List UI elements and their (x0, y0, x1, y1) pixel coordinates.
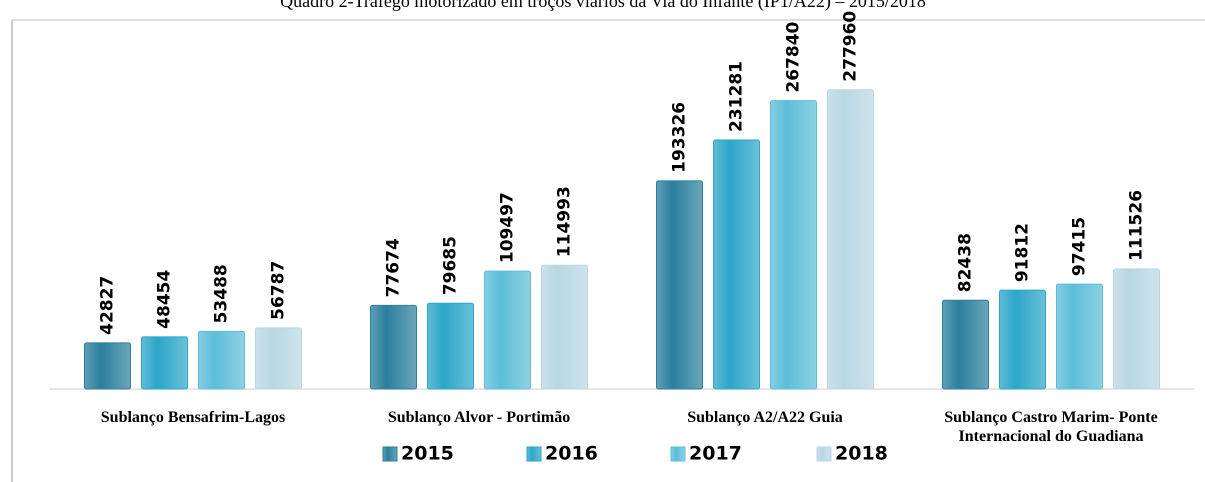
legend-label: 2016 (545, 443, 598, 465)
value-label: 109497 (498, 192, 518, 263)
bar (942, 299, 989, 390)
value-label: 42827 (98, 276, 118, 335)
value-label: 114993 (555, 186, 575, 257)
value-label: 231281 (727, 61, 747, 132)
value-label: 53488 (212, 264, 232, 323)
x-tick-label: Sublanço Alvor - Portimão (387, 409, 571, 426)
chart-title: Quadro 2-Tráfego motorizado em troços vi… (280, 0, 926, 12)
x-tick-label: Sublanço A2/A22 Guia (687, 409, 843, 426)
value-label: 111526 (1127, 190, 1147, 261)
bar (1056, 283, 1103, 390)
bar (541, 264, 588, 390)
bar (484, 270, 531, 390)
bar (84, 342, 131, 390)
bar (1113, 268, 1160, 390)
value-label: 56787 (269, 261, 289, 320)
bar (656, 180, 703, 390)
value-label: 79685 (441, 236, 461, 295)
bar (770, 100, 817, 390)
value-label: 77674 (384, 238, 404, 297)
bar (999, 289, 1046, 390)
value-label: 91812 (1013, 223, 1033, 282)
legend-swatch (816, 446, 832, 462)
value-label: 277960 (841, 11, 861, 82)
value-label: 267840 (784, 21, 804, 92)
bar (713, 139, 760, 390)
bar (198, 330, 245, 390)
legend-label: 2015 (401, 443, 454, 465)
bar (827, 89, 874, 390)
legend-swatch (382, 446, 398, 462)
x-tick-label: Sublanço Castro Marim- Ponte Internacion… (944, 409, 1158, 445)
value-label: 97415 (1070, 217, 1090, 276)
bar (141, 336, 188, 390)
bar (427, 302, 474, 390)
legend-label: 2017 (689, 443, 742, 465)
value-label: 193326 (670, 102, 690, 173)
bar (255, 327, 302, 390)
value-label: 48454 (155, 270, 175, 329)
value-label: 82438 (956, 233, 976, 292)
x-tick-label: Sublanço Bensafrim-Lagos (100, 409, 286, 426)
legend-swatch (526, 446, 542, 462)
legend-swatch (670, 446, 686, 462)
bar (370, 304, 417, 390)
legend-label: 2018 (835, 443, 888, 465)
